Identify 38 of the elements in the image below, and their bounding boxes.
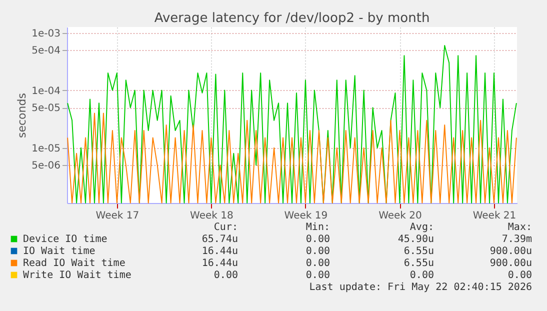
legend-label: IO Wait time	[23, 246, 96, 257]
text: Min:	[306, 222, 330, 233]
text: 0.00	[214, 270, 238, 281]
text: 0.00	[306, 258, 330, 269]
legend-label: Device IO time	[23, 234, 108, 245]
text: 16.44u	[202, 246, 238, 257]
chart-title: Average latency for /dev/loop2 - by month	[154, 11, 430, 26]
y-tick-label: 1e-05	[32, 143, 60, 154]
text: 65.74u	[202, 234, 238, 245]
y-tick-label: 5e-06	[32, 160, 60, 172]
text: Cur:	[214, 222, 238, 233]
y-tick-label: 1e-03	[32, 28, 60, 40]
text: 0.00	[508, 270, 532, 281]
text: 0.00	[306, 246, 330, 257]
text: Max:	[508, 222, 532, 233]
x-tick-label: Week 18	[190, 210, 234, 222]
text: 0.00	[306, 270, 330, 281]
text: 900.00u	[490, 258, 532, 269]
text: 6.55u	[404, 258, 434, 269]
y-axis-title: seconds	[16, 92, 29, 138]
x-tick-label: Week 20	[378, 210, 422, 222]
y-tick-label: 5e-04	[32, 46, 60, 57]
text: Last update: Fri May 22 02:40:15 2026	[309, 282, 532, 293]
x-tick-label: Week 19	[284, 210, 328, 222]
text: 45.90u	[398, 234, 434, 245]
text: 6.55u	[404, 246, 434, 257]
text: 0.00	[410, 270, 434, 281]
text: 7.39m	[502, 234, 532, 245]
y-tick-label: 5e-05	[32, 103, 60, 114]
y-tick-label: 1e-04	[32, 86, 60, 97]
legend-label: Read IO Wait time	[23, 258, 126, 269]
text: 0.00	[306, 234, 330, 245]
legend-label: Write IO Wait time	[23, 270, 132, 281]
x-tick-label: Week 21	[472, 210, 516, 222]
text: 900.00u	[490, 246, 532, 257]
text: 16.44u	[202, 258, 238, 269]
text: Avg:	[410, 222, 434, 233]
x-tick-label: Week 17	[96, 210, 140, 222]
